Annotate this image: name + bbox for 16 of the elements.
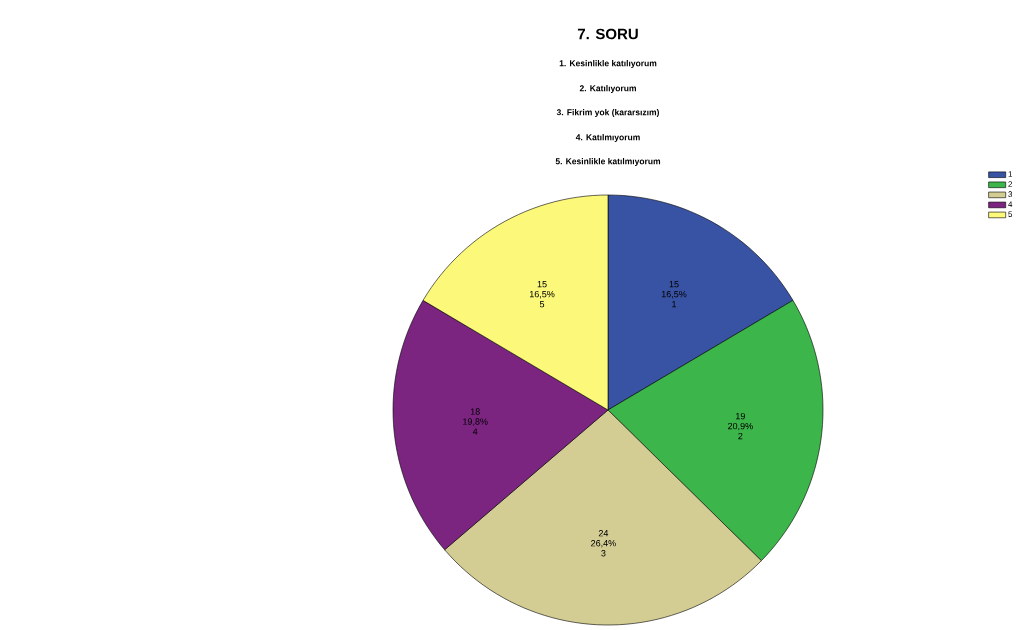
data-label: 15 16,5% 5 — [529, 281, 555, 308]
data-label: 19 20,9% 2 — [728, 412, 753, 440]
text: 4. Katılmıyorum — [575, 134, 640, 142]
data-label: 15 16,5% 1 — [661, 281, 687, 308]
legend-label: 4 — [1008, 201, 1013, 207]
legend-label: 5 — [1008, 211, 1013, 218]
chart-title: 7. SORU — [577, 28, 638, 40]
text: 5. Kesinlikle katılmıyorum — [555, 158, 661, 166]
legend-label: 2 — [1008, 181, 1013, 187]
text: 2. Katılıyorum — [579, 85, 636, 93]
text: 3. Fikrim yok (kararsızım) — [556, 109, 659, 117]
data-label: 24 26,4% 3 — [591, 530, 616, 557]
text: 1. Kesinlikle katılıyorum — [559, 60, 657, 68]
data-label: 18 19,8% 4 — [463, 408, 488, 435]
legend-label: 1 — [1008, 171, 1013, 177]
legend-label: 3 — [1008, 191, 1013, 197]
